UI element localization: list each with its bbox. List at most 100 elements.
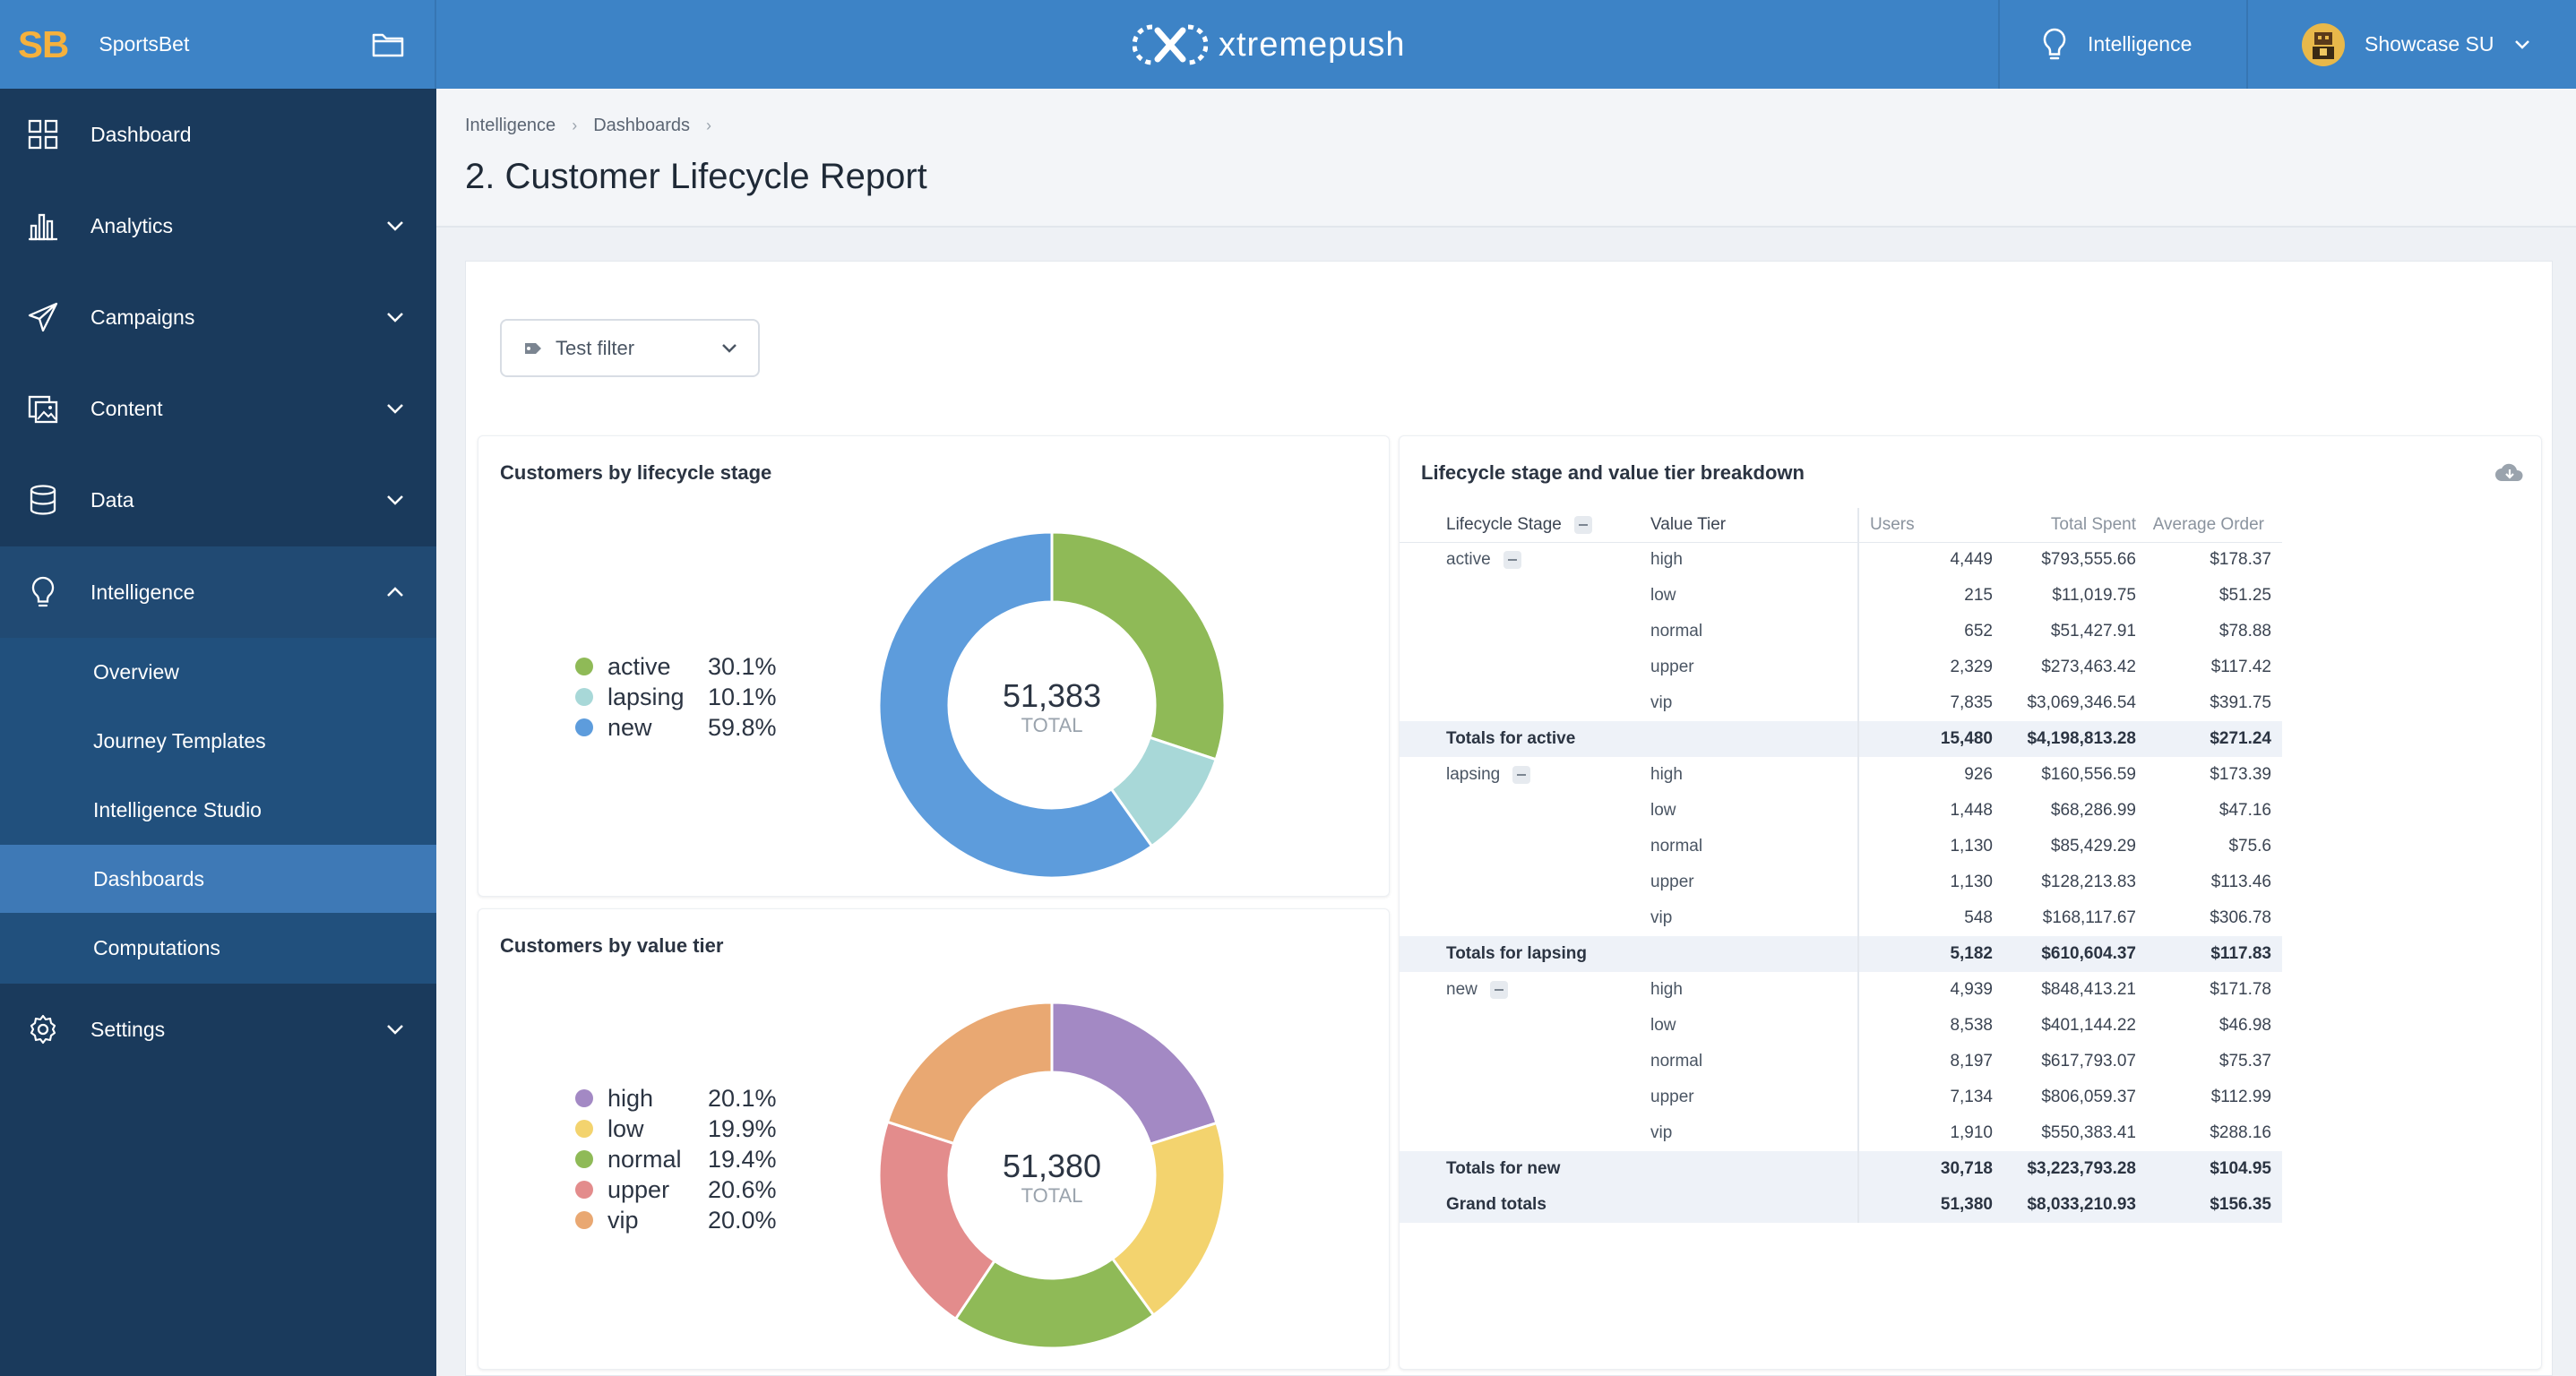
legend-item-high[interactable]: high 20.1% xyxy=(575,1083,788,1114)
column-header-label: Lifecycle Stage xyxy=(1446,514,1562,534)
table-row[interactable]: normal 8,197 $617,793.07 $75.37 xyxy=(1400,1044,2282,1079)
users-cell: 7,835 xyxy=(1857,685,1993,721)
legend-pct: 19.9% xyxy=(708,1114,777,1142)
donut-slice-normal[interactable] xyxy=(953,1256,1156,1350)
users-cell: 652 xyxy=(1857,614,1993,649)
donut-slice-vip[interactable] xyxy=(885,1001,1054,1146)
brand-name: SportsBet xyxy=(99,32,190,56)
collapse-icon[interactable] xyxy=(1512,765,1531,784)
users-cell: 1,130 xyxy=(1857,864,1993,900)
total-spent-cell: $401,144.22 xyxy=(2041,1016,2136,1035)
cloud-download-icon[interactable] xyxy=(2494,461,2525,485)
user-menu[interactable]: Showcase SU xyxy=(2246,0,2576,89)
legend-dot xyxy=(575,1089,593,1107)
legend-name: active xyxy=(607,652,671,680)
col-users[interactable]: Users xyxy=(1857,508,1993,543)
total-label-cell: Totals for new xyxy=(1400,1151,1650,1187)
sidebar-item-intelligence[interactable]: Intelligence xyxy=(0,546,436,638)
donut-total: 51,380 xyxy=(1003,1148,1101,1184)
table-row[interactable]: low 1,448 $68,286.99 $47.16 xyxy=(1400,793,2282,829)
stage-cell xyxy=(1400,864,1650,900)
sidebar-item-analytics[interactable]: Analytics xyxy=(0,180,436,271)
sidebar-item-content[interactable]: Content xyxy=(0,363,436,454)
table-row[interactable]: vip 548 $168,117.67 $306.78 xyxy=(1400,900,2282,936)
chevron-up-icon xyxy=(387,587,403,597)
col-value-tier[interactable]: Value Tier xyxy=(1650,508,1858,543)
total-spent-cell: $8,033,210.93 xyxy=(1993,1187,2136,1223)
intelligence-submenu: Overview Journey Templates Intelligence … xyxy=(0,638,436,984)
legend-item-vip[interactable]: vip 20.0% xyxy=(575,1205,788,1235)
avatar xyxy=(2302,22,2345,66)
legend-item-upper[interactable]: upper 20.6% xyxy=(575,1174,788,1205)
breadcrumb-item-dashboards[interactable]: Dashboards xyxy=(593,116,691,135)
donut-slice-high[interactable] xyxy=(1050,1001,1219,1147)
col-total-spent[interactable]: Total Spent xyxy=(1993,508,2136,543)
legend-item-low[interactable]: low 19.9% xyxy=(575,1114,788,1144)
legend-pct: 10.1% xyxy=(708,683,777,710)
table-row[interactable]: normal 652 $51,427.91 $78.88 xyxy=(1400,614,2282,649)
folder-icon[interactable] xyxy=(371,29,405,59)
stage-cell xyxy=(1400,685,1650,721)
table-row[interactable]: vip 7,835 $3,069,346.54 $391.75 xyxy=(1400,685,2282,721)
sidebar-item-data[interactable]: Data xyxy=(0,454,436,546)
panel-title: Customers by lifecycle stage xyxy=(500,461,772,484)
legend-item-new[interactable]: new 59.8% xyxy=(575,712,788,743)
total-spent-cell: $806,059.37 xyxy=(2041,1088,2136,1106)
sidebar-item-dashboard[interactable]: Dashboard xyxy=(0,89,436,180)
stage-label: new xyxy=(1446,980,1478,999)
collapse-icon[interactable] xyxy=(1489,980,1508,999)
column-header-label: Average Order xyxy=(2152,514,2264,534)
average-order-cell: $104.95 xyxy=(2136,1151,2282,1187)
sidebar-item-label: Content xyxy=(90,397,163,420)
donut-slice-active[interactable] xyxy=(1050,530,1227,761)
table-header-row: Lifecycle Stage Value Tier Users Total S… xyxy=(1400,508,2282,543)
sidebar-item-label: Data xyxy=(90,488,134,512)
average-order-cell: $47.16 xyxy=(2218,801,2271,820)
collapse-icon[interactable] xyxy=(1503,551,1521,570)
table-row[interactable]: low 215 $11,019.75 $51.25 xyxy=(1400,578,2282,614)
legend-item-lapsing[interactable]: lapsing 10.1% xyxy=(575,682,788,712)
sidebar-item-settings[interactable]: Settings xyxy=(0,984,436,1075)
sidebar-subitem-computations[interactable]: Computations xyxy=(0,914,436,982)
users-cell: 51,380 xyxy=(1857,1187,1993,1223)
sidebar-subitem-journey-templates[interactable]: Journey Templates xyxy=(0,707,436,775)
brand-logo[interactable]: SB xyxy=(18,22,69,65)
legend-dot xyxy=(575,688,593,706)
total-label-cell: Totals for lapsing xyxy=(1400,936,1650,972)
sidebar-subitem-label: Computations xyxy=(93,936,220,959)
total-spent-cell: $68,286.99 xyxy=(2050,801,2136,820)
table-row[interactable]: low 8,538 $401,144.22 $46.98 xyxy=(1400,1008,2282,1044)
average-order-cell: $78.88 xyxy=(2218,622,2271,641)
table-total-row: Totals for active 15,480 $4,198,813.28 $271… xyxy=(1400,721,2282,757)
donut-slice-upper[interactable] xyxy=(877,1120,997,1321)
table-total-row: Totals for lapsing 5,182 $610,604.37 $117.8… xyxy=(1400,936,2282,972)
legend-dot xyxy=(575,1150,593,1168)
collapse-icon[interactable] xyxy=(1573,515,1592,534)
table-row[interactable]: upper 7,134 $806,059.37 $112.99 xyxy=(1400,1079,2282,1115)
table-row[interactable]: vip 1,910 $550,383.41 $288.16 xyxy=(1400,1115,2282,1151)
total-spent-cell: $160,556.59 xyxy=(2041,765,2136,784)
legend-item-normal[interactable]: normal 19.4% xyxy=(575,1144,788,1174)
sidebar-subitem-intelligence-studio[interactable]: Intelligence Studio xyxy=(0,776,436,844)
table-row[interactable]: new high 4,939 $848,413.21 $171.78 xyxy=(1400,972,2282,1008)
table-row[interactable]: lapsing high 926 $160,556.59 $173.39 xyxy=(1400,757,2282,793)
table-row[interactable]: active high 4,449 $793,555.66 $178.37 xyxy=(1400,542,2282,578)
tier-cell: low xyxy=(1650,1016,1676,1035)
user-name: Showcase SU xyxy=(2365,32,2494,56)
intelligence-button[interactable]: Intelligence xyxy=(1998,0,2246,89)
test-filter-dropdown[interactable]: Test filter xyxy=(500,319,760,377)
table-row[interactable]: upper 1,130 $128,213.83 $113.46 xyxy=(1400,864,2282,900)
sidebar-subitem-overview[interactable]: Overview xyxy=(0,638,436,706)
col-lifecycle-stage[interactable]: Lifecycle Stage xyxy=(1400,508,1650,543)
table-row[interactable]: normal 1,130 $85,429.29 $75.6 xyxy=(1400,829,2282,864)
breadcrumb-item-intelligence[interactable]: Intelligence xyxy=(465,116,556,135)
legend-name: upper xyxy=(607,1175,670,1203)
donut-slice-new[interactable] xyxy=(877,530,1154,880)
sidebar-item-campaigns[interactable]: Campaigns xyxy=(0,271,436,363)
users-cell: 1,910 xyxy=(1857,1115,1993,1151)
col-average-order[interactable]: Average Order xyxy=(2136,508,2282,543)
legend-item-active[interactable]: active 30.1% xyxy=(575,651,788,682)
column-header-label: Value Tier xyxy=(1650,514,1727,534)
table-row[interactable]: upper 2,329 $273,463.42 $117.42 xyxy=(1400,649,2282,685)
sidebar-subitem-dashboards[interactable]: Dashboards xyxy=(0,845,436,913)
